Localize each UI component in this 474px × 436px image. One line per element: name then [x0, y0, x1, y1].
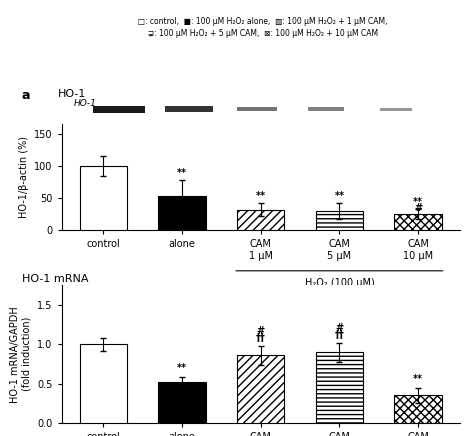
Bar — [309, 107, 344, 111]
Text: ††: †† — [256, 333, 265, 343]
Y-axis label: HO-1 mRNA/GAPDH
(fold induction): HO-1 mRNA/GAPDH (fold induction) — [10, 306, 32, 402]
Bar — [93, 106, 145, 113]
Bar — [237, 355, 284, 423]
Text: HO-1 mRNA: HO-1 mRNA — [22, 274, 88, 284]
Text: HO-1: HO-1 — [58, 89, 86, 99]
Y-axis label: HO-1/β-actin (%): HO-1/β-actin (%) — [18, 136, 28, 218]
Bar — [237, 210, 284, 230]
Bar — [316, 211, 363, 230]
Text: ⋥: 100 μM H₂O₂ + 5 μM CAM,  ⊠: 100 μM H₂O₂ + 10 μM CAM: ⋥: 100 μM H₂O₂ + 5 μM CAM, ⊠: 100 μM H₂O… — [143, 29, 378, 38]
Bar — [394, 395, 442, 423]
Text: **: ** — [334, 191, 345, 201]
Bar — [316, 352, 363, 423]
Bar — [80, 166, 127, 230]
Text: □: control,  ■: 100 μM H₂O₂ alone,  ▨: 100 μM H₂O₂ + 1 μM CAM,: □: control, ■: 100 μM H₂O₂ alone, ▨: 100… — [134, 17, 388, 26]
Bar — [158, 382, 206, 423]
Bar — [158, 196, 206, 230]
Text: **: ** — [413, 197, 423, 207]
Bar — [394, 214, 442, 230]
Text: **: ** — [413, 375, 423, 385]
Text: HO-1: HO-1 — [73, 99, 96, 108]
Text: H₂O₂ (100 μM): H₂O₂ (100 μM) — [304, 278, 374, 288]
Text: #: # — [256, 327, 265, 337]
Text: #: # — [414, 203, 422, 213]
Bar — [237, 107, 277, 111]
Bar — [80, 344, 127, 423]
Text: **: ** — [177, 167, 187, 177]
Text: #: # — [335, 324, 344, 333]
Text: **: ** — [177, 363, 187, 373]
Bar — [380, 108, 412, 111]
Text: ††: †† — [335, 330, 344, 340]
Text: **: ** — [255, 191, 266, 201]
Bar — [165, 106, 213, 112]
Text: a: a — [22, 89, 30, 102]
